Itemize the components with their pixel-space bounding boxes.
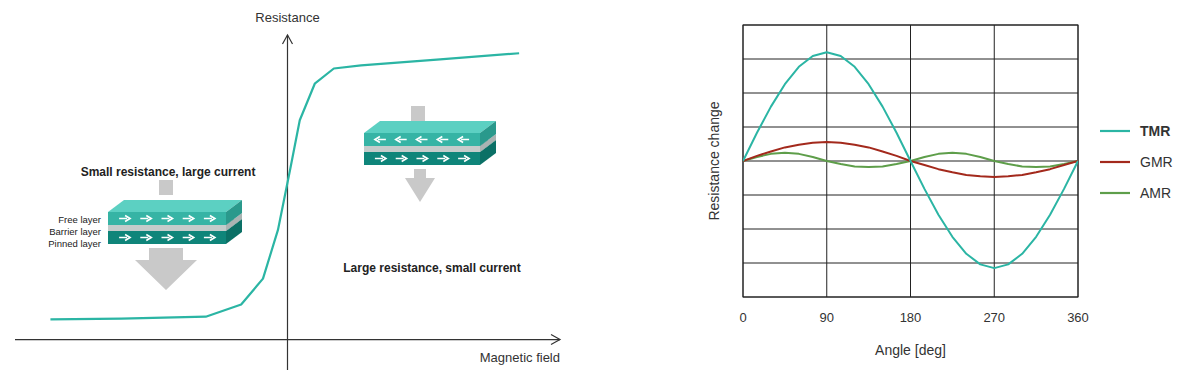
legend-label: GMR xyxy=(1140,154,1173,170)
x-tick-label: 0 xyxy=(739,310,746,325)
x-axis-label: Angle [deg] xyxy=(875,342,946,358)
legend: TMR GMR AMR xyxy=(1100,123,1173,201)
current-out-small xyxy=(405,169,435,202)
annotation: Large resistance, small current xyxy=(343,261,520,275)
stack-parallel-free-side xyxy=(226,200,242,225)
stack-antiparallel-pinned-arrow xyxy=(437,156,448,162)
stack-antiparallel-free-arrow xyxy=(375,137,386,143)
stack-antiparallel-pinned-arrow xyxy=(396,156,407,162)
stack-parallel-free-top xyxy=(108,200,242,212)
stack-parallel-free-arrow xyxy=(183,216,194,222)
stack-parallel-barrier-top xyxy=(108,213,242,225)
stack-parallel-pinned-arrow xyxy=(183,235,194,241)
stack-antiparallel-free-top xyxy=(364,121,496,133)
stack-parallel-free-arrow xyxy=(140,216,151,222)
stack-antiparallel-pinned-arrow xyxy=(458,156,469,162)
plot-area xyxy=(50,53,519,319)
right-chart: 0 90 180 270 360 Angle [deg] Resistance change… xyxy=(706,25,1173,358)
plot-area xyxy=(743,52,1078,268)
stack-antiparallel-pinned-front xyxy=(364,152,480,165)
current-out-large xyxy=(135,248,197,290)
y-axis-label: Resistance change xyxy=(706,101,722,220)
x-tick-label: 90 xyxy=(820,310,834,325)
stack-parallel-pinned-arrow xyxy=(162,235,173,241)
annotation: Small resistance, large current xyxy=(81,165,256,179)
legend-swatch xyxy=(1100,192,1130,194)
x-tick-label: 270 xyxy=(983,310,1005,325)
legend-swatch xyxy=(1100,161,1130,163)
stack-parallel-free-arrow xyxy=(204,216,215,222)
legend-swatch xyxy=(1100,130,1130,132)
stack-antiparallel-free-front xyxy=(364,133,480,146)
stack-antiparallel-barrier-top xyxy=(364,134,496,146)
series-line xyxy=(743,52,1078,268)
stack-parallel-free-arrow xyxy=(119,216,130,222)
page: Resistance Magnetic field Small resistance… xyxy=(0,0,1200,382)
y-axis xyxy=(287,35,288,370)
stack-parallel-pinned-arrow xyxy=(119,235,130,241)
layer-label: Barrier layer xyxy=(49,226,101,237)
legend-label: AMR xyxy=(1140,185,1171,201)
layer-label: Free layer xyxy=(58,214,101,225)
stack-antiparallel-barrier-front xyxy=(364,146,480,152)
left-chart: Resistance Magnetic field Small resistance… xyxy=(15,10,560,370)
x-tick-label: 360 xyxy=(1067,310,1089,325)
stack-parallel-free-front xyxy=(108,212,226,225)
layer-label: Pinned layer xyxy=(48,238,101,249)
x-axis-label: Magnetic field xyxy=(480,350,560,365)
resistance-curve xyxy=(50,53,519,319)
x-axis-arrow xyxy=(551,335,560,345)
stack-parallel-pinned-arrow xyxy=(204,235,215,241)
stack-parallel-pinned-front xyxy=(108,231,226,244)
stack-parallel-barrier-front xyxy=(108,225,226,231)
y-axis-label: Resistance xyxy=(255,10,319,25)
current-in xyxy=(159,180,173,195)
x-tick-label: 180 xyxy=(900,310,922,325)
current-in xyxy=(411,106,425,121)
stack-antiparallel-free-arrow xyxy=(458,137,469,143)
stack-antiparallel-free-arrow xyxy=(417,137,428,143)
stack-antiparallel-pinned-arrow xyxy=(375,156,386,162)
stack-antiparallel-free-arrow xyxy=(396,137,407,143)
y-axis-arrow xyxy=(283,35,293,44)
stack-parallel-free-arrow xyxy=(162,216,173,222)
stack-parallel-pinned-arrow xyxy=(140,235,151,241)
plot-frame xyxy=(743,25,1078,297)
legend-label: TMR xyxy=(1140,123,1170,139)
stack-antiparallel-pinned-arrow xyxy=(417,156,428,162)
stack-antiparallel-free-side xyxy=(480,121,496,146)
stack-antiparallel-free-arrow xyxy=(437,137,448,143)
